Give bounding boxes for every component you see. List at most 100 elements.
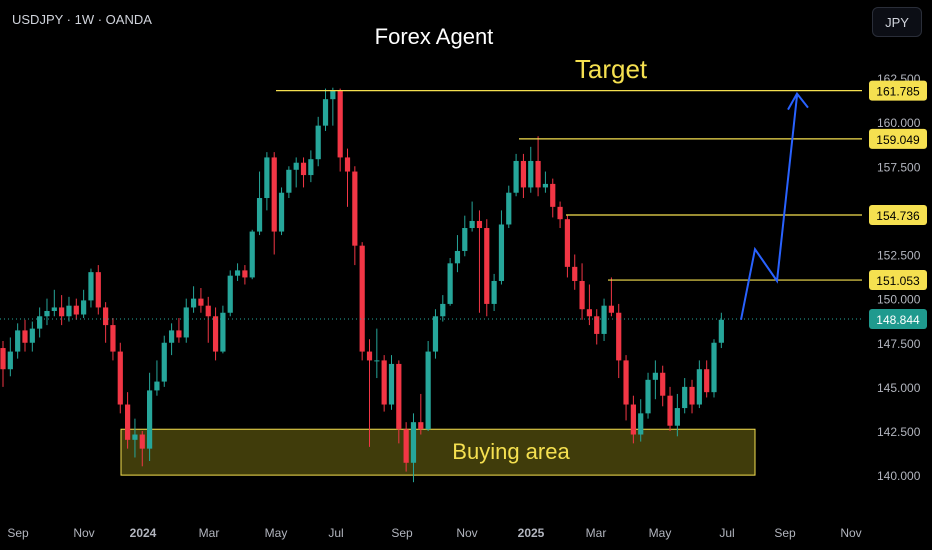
candle-body — [352, 171, 358, 246]
current-price-label-box — [869, 309, 927, 330]
candle-body — [103, 307, 109, 326]
y-axis-tick-label: 160.000 — [877, 116, 921, 130]
x-axis-tick-label: Nov — [456, 526, 477, 540]
x-axis-tick-label: Mar — [586, 526, 607, 540]
y-axis-tick-label: 147.500 — [877, 337, 921, 351]
candle-body — [718, 319, 724, 343]
candle-body — [374, 360, 380, 362]
x-axis-tick-label: Mar — [199, 526, 220, 540]
current-price-label: 148.844 — [876, 313, 920, 327]
x-axis-tick-label: Sep — [7, 526, 29, 540]
candle-body — [234, 270, 241, 276]
x-axis-tick-label: Nov — [73, 526, 94, 540]
candle-body — [44, 310, 50, 317]
candle-body — [293, 162, 299, 170]
candle-body — [212, 316, 219, 352]
candle-body — [542, 183, 549, 188]
candle-body — [264, 157, 270, 199]
candle-body — [168, 330, 175, 343]
candle-body — [528, 160, 534, 188]
target-price-label: 154.736 — [876, 209, 920, 223]
candle-body — [572, 266, 578, 281]
candle-body — [652, 372, 658, 380]
candle-body — [396, 363, 402, 430]
candle-body — [139, 434, 145, 449]
candle-body — [586, 309, 592, 317]
candle-body — [484, 228, 490, 304]
candle-body — [51, 307, 57, 311]
candle-body — [630, 404, 636, 435]
candle-body — [242, 270, 248, 278]
candle-body — [366, 351, 373, 361]
x-axis-tick-label: Jul — [719, 526, 734, 540]
candle-body — [447, 263, 453, 304]
candle-body — [220, 312, 226, 352]
candle-body — [117, 351, 123, 405]
candle-body — [227, 275, 233, 313]
candle-body — [564, 219, 571, 267]
candle-body — [110, 325, 116, 352]
candle-body — [161, 342, 167, 382]
candle-body — [550, 183, 556, 207]
target-price-label: 161.785 — [876, 85, 920, 99]
candle-body — [15, 330, 21, 352]
candle-body — [29, 328, 35, 343]
x-axis-tick-label: May — [649, 526, 672, 540]
x-axis-tick-label: Jul — [328, 526, 343, 540]
candle-body — [513, 160, 519, 193]
candle-body — [462, 228, 468, 251]
candle-body — [418, 422, 424, 430]
candle-body — [608, 305, 614, 313]
projection-arrowhead — [787, 91, 809, 111]
candle-body — [425, 351, 431, 430]
candle-body — [689, 386, 695, 405]
y-axis-tick-label: 140.000 — [877, 469, 921, 483]
candle-body — [7, 351, 13, 370]
y-axis-tick-label: 157.500 — [877, 160, 921, 174]
y-axis-tick-label: 150.000 — [877, 293, 921, 307]
candle-body — [704, 369, 710, 393]
candle-body — [286, 169, 292, 193]
candle-body — [88, 272, 94, 301]
projection-path — [740, 95, 798, 320]
candle-body — [579, 280, 585, 310]
candle-body — [616, 312, 622, 361]
y-axis-tick-label: 142.500 — [877, 425, 921, 439]
candle-body — [344, 157, 351, 172]
x-axis-tick-label: Sep — [391, 526, 413, 540]
candle-body — [66, 305, 72, 317]
x-axis-tick-label: 2025 — [518, 526, 545, 540]
currency-button[interactable]: JPY — [872, 7, 922, 37]
candle-body — [330, 90, 336, 100]
candle-body — [440, 303, 446, 317]
target-price-label: 151.053 — [876, 274, 920, 288]
target-price-label: 159.049 — [876, 133, 920, 147]
candle-body — [667, 395, 673, 426]
candle-body — [59, 307, 65, 317]
candle-body — [315, 125, 321, 160]
candle-body — [190, 298, 197, 308]
x-axis-tick-label: Sep — [774, 526, 796, 540]
candle-body — [322, 99, 329, 126]
candle-body — [154, 381, 160, 391]
candle-body — [682, 386, 688, 409]
candle-body — [623, 360, 629, 405]
candle-body — [454, 250, 461, 264]
target-price-label-box — [869, 205, 927, 226]
candle-body — [696, 369, 702, 405]
x-axis-tick-label: May — [265, 526, 288, 540]
candle-body — [381, 360, 387, 405]
chart-title: Forex Agent — [375, 24, 494, 49]
candle-body — [176, 330, 182, 338]
target-price-label-box — [869, 128, 927, 149]
candle-body — [520, 160, 527, 188]
y-axis-tick-label: 152.500 — [877, 249, 921, 263]
candle-body — [205, 305, 211, 317]
buying-area-zone — [120, 428, 756, 476]
candle-body — [638, 413, 644, 435]
target-price-label-box — [869, 80, 927, 101]
candle-body — [476, 220, 483, 229]
candle-body — [469, 220, 475, 229]
candle-body — [147, 390, 153, 449]
